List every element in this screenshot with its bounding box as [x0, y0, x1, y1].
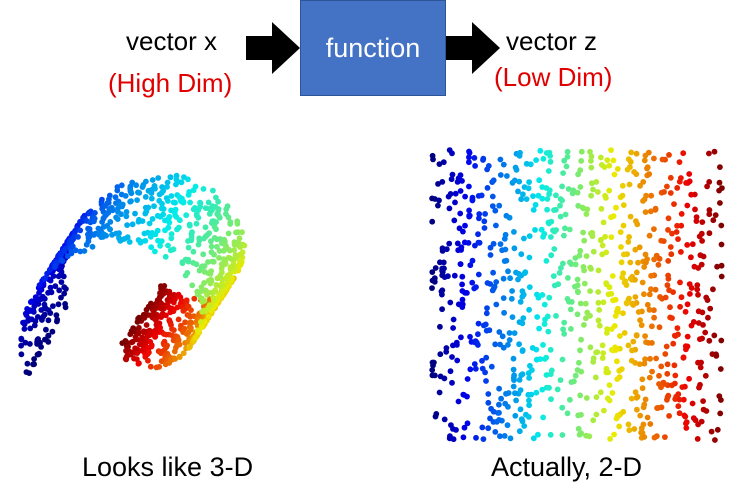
- input-vector-label: vector x: [126, 26, 218, 56]
- flat-sheet-scatter: [429, 147, 725, 443]
- arrow-right-icon: [246, 22, 300, 74]
- input-dim-label: (High Dim): [108, 68, 233, 98]
- swiss-roll-scatter: [18, 172, 248, 376]
- output-dim-label: (Low Dim): [494, 62, 613, 92]
- output-vector-label: vector z: [506, 26, 598, 56]
- arrow-right-icon: [446, 22, 500, 74]
- left-panel-caption: Looks like 3-D: [82, 452, 254, 482]
- right-panel-caption: Actually, 2-D: [491, 452, 643, 482]
- function-label: function: [325, 32, 421, 63]
- function-box: function: [300, 0, 446, 96]
